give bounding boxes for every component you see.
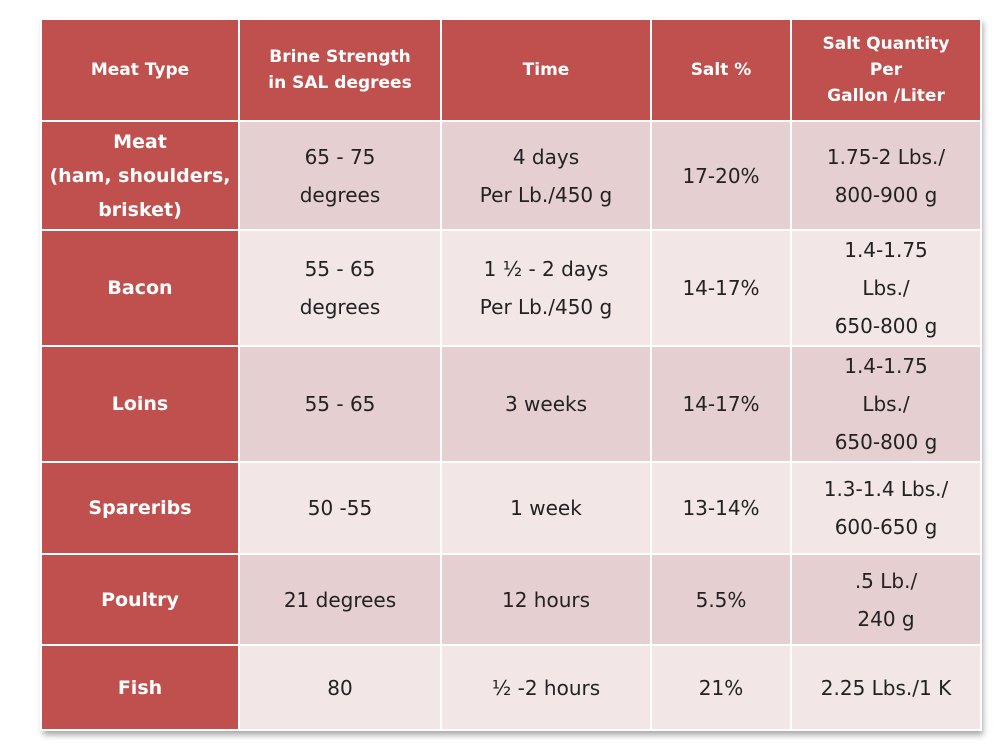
cell-line: 1.75-2 Lbs./ (826, 144, 946, 169)
cell-line: 14-17% (682, 392, 760, 416)
table-container: Meat Type Brine Strength in SAL degrees Tim… (40, 18, 982, 731)
cell-line: in SAL degrees (268, 73, 412, 93)
cell-line: 17-20% (682, 163, 760, 188)
cell: 14-17% (650, 229, 792, 347)
row-label: Loins (40, 345, 240, 463)
header-cell: Salt % (650, 18, 792, 122)
cell-line: 12 hours (501, 587, 591, 612)
cell-line: .5 Lb./ (854, 568, 918, 593)
cell: 50 -55 (238, 461, 442, 555)
cell: 1.4-1.75 Lbs./ 650-800 g (790, 345, 982, 463)
cell-line: 14-17% (682, 276, 760, 300)
cell-line: Loins (111, 393, 169, 415)
cell-line: 21% (698, 675, 744, 700)
row-label: Bacon (40, 229, 240, 347)
cell-line: ½ -2 hours (491, 675, 601, 700)
cell-line: 650-800 g (834, 314, 938, 338)
cell: ½ -2 hours (440, 644, 652, 731)
table-row: Loins 55 - 65 3 weeks 14-17% 1.4-1.75 Lbs./ 65… (40, 345, 982, 463)
cell-line: 1.4-1.75 (844, 354, 928, 378)
cell: 21 degrees (238, 553, 442, 646)
brine-table: Meat Type Brine Strength in SAL degrees Tim… (40, 18, 982, 731)
cell: 1.75-2 Lbs./ 800-900 g (790, 120, 982, 231)
cell-line: Salt % (690, 60, 752, 80)
cell-line: 3 weeks (504, 392, 588, 416)
cell-line: Meat Type (90, 60, 190, 80)
cell-line: 80 (327, 675, 353, 700)
cell-line: 600-650 g (834, 515, 938, 539)
cell-line: Spareribs (88, 497, 192, 519)
cell-line: Brine Strength (269, 47, 411, 67)
cell: 2.25 Lbs./1 K (790, 644, 982, 731)
row-label: Spareribs (40, 461, 240, 555)
cell-line: Time (522, 60, 570, 80)
cell: 1 ½ - 2 days Per Lb./450 g (440, 229, 652, 347)
cell-line: 2.25 Lbs./1 K (820, 675, 952, 700)
cell-line: Fish (117, 676, 163, 699)
cell-line: 1.3-1.4 Lbs./ (823, 477, 949, 501)
cell-line: brisket) (98, 198, 182, 221)
table-row: Fish 80 ½ -2 hours 21% 2.25 Lbs./1 K (40, 644, 982, 731)
cell: 55 - 65 degrees (238, 229, 442, 347)
cell-line: degrees (299, 182, 381, 207)
cell: 14-17% (650, 345, 792, 463)
cell: 12 hours (440, 553, 652, 646)
cell-line: 1 week (510, 496, 582, 520)
cell-line: 65 - 75 (304, 144, 376, 169)
table-row: Meat (ham, shoulders, brisket) 65 - 75 degre… (40, 120, 982, 231)
cell: 1 week (440, 461, 652, 555)
table-row: Spareribs 50 -55 1 week 13-14% 1.3-1.4 Lbs./… (40, 461, 982, 555)
cell: 65 - 75 degrees (238, 120, 442, 231)
cell-line: Per Lb./450 g (479, 295, 613, 319)
cell: .5 Lb./ 240 g (790, 553, 982, 646)
cell-line: Salt Quantity (822, 34, 950, 54)
header-row: Meat Type Brine Strength in SAL degrees Tim… (40, 18, 982, 122)
cell-line: 1.4-1.75 (844, 238, 928, 262)
cell-line: Meat (113, 130, 167, 153)
table-body: Meat (ham, shoulders, brisket) 65 - 75 degre… (40, 120, 982, 731)
table-row: Bacon 55 - 65 degrees 1 ½ - 2 days Per Lb./4… (40, 229, 982, 347)
cell-line: Per Lb./450 g (479, 182, 613, 207)
cell-line: 240 g (857, 606, 915, 631)
cell-line: 5.5% (695, 587, 747, 612)
cell-line: 55 - 65 (304, 392, 376, 416)
cell-line: (ham, shoulders, (49, 164, 231, 187)
cell: 5.5% (650, 553, 792, 646)
cell-line: 800-900 g (834, 182, 938, 207)
cell-line: Poultry (101, 588, 179, 611)
cell-line: 13-14% (682, 496, 760, 520)
row-label: Poultry (40, 553, 240, 646)
cell-line: degrees (299, 295, 381, 319)
cell: 1.4-1.75 Lbs./ 650-800 g (790, 229, 982, 347)
header-cell: Meat Type (40, 18, 240, 122)
cell-line: Lbs./ (862, 392, 910, 416)
cell: 3 weeks (440, 345, 652, 463)
table-row: Poultry 21 degrees 12 hours 5.5% .5 Lb./ 240 … (40, 553, 982, 646)
row-label: Meat (ham, shoulders, brisket) (40, 120, 240, 231)
cell: 17-20% (650, 120, 792, 231)
cell-line: 50 -55 (307, 496, 373, 520)
header-cell: Brine Strength in SAL degrees (238, 18, 442, 122)
cell-line: Bacon (107, 277, 173, 299)
cell: 13-14% (650, 461, 792, 555)
cell-line: 55 - 65 (304, 257, 376, 281)
cell: 55 - 65 (238, 345, 442, 463)
cell-line: 1 ½ - 2 days (483, 257, 609, 281)
header-cell: Time (440, 18, 652, 122)
cell-line: Lbs./ (862, 276, 910, 300)
cell-line: Per (869, 60, 903, 80)
cell: 80 (238, 644, 442, 731)
cell: 1.3-1.4 Lbs./ 600-650 g (790, 461, 982, 555)
row-label: Fish (40, 644, 240, 731)
cell-line: 4 days (512, 144, 580, 169)
cell: 4 days Per Lb./450 g (440, 120, 652, 231)
cell-line: Gallon /Liter (827, 86, 945, 106)
cell: 21% (650, 644, 792, 731)
header-cell: Salt Quantity Per Gallon /Liter (790, 18, 982, 122)
cell-line: 21 degrees (283, 587, 397, 612)
cell-line: 650-800 g (834, 430, 938, 454)
